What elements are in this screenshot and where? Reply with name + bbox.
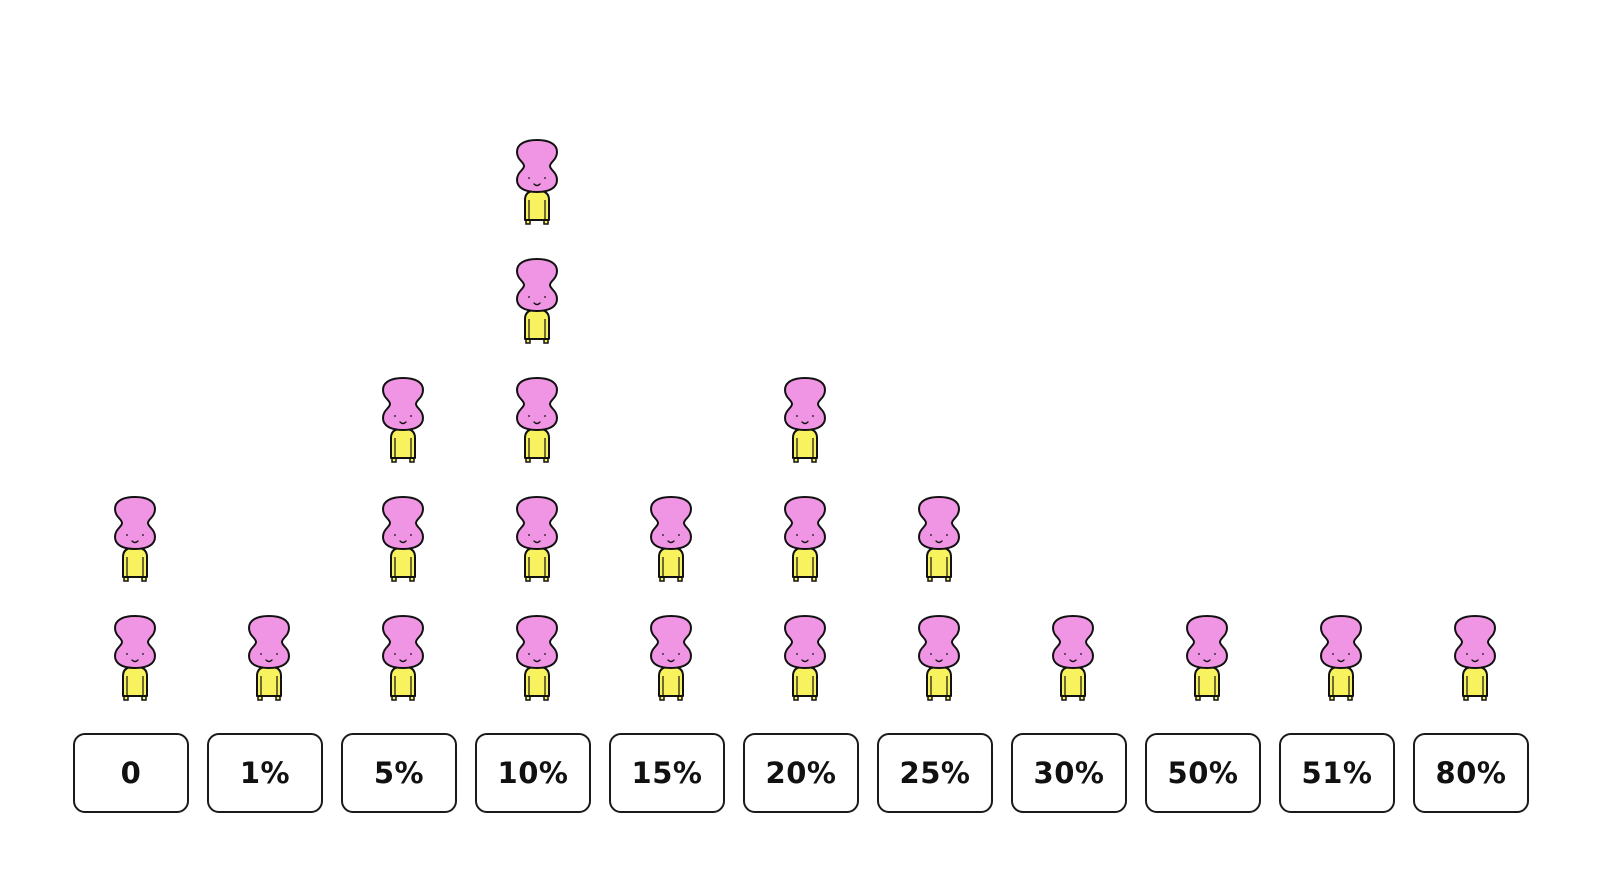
category-label: 5% — [373, 756, 425, 790]
category-label: 15% — [631, 756, 703, 790]
person-icon — [516, 615, 558, 701]
person-icon — [1320, 615, 1362, 701]
person-icon — [918, 615, 960, 701]
person-icon — [382, 615, 424, 701]
person-icon — [248, 615, 290, 701]
category-label: 51% — [1301, 756, 1373, 790]
category-label: 80% — [1435, 756, 1507, 790]
person-icon — [918, 496, 960, 582]
category-box: 10% — [475, 733, 591, 813]
category-box: 15% — [609, 733, 725, 813]
category-label: 25% — [899, 756, 971, 790]
category-label: 0 — [120, 756, 142, 790]
person-icon — [114, 615, 156, 701]
person-icon — [114, 496, 156, 582]
person-icon — [1186, 615, 1228, 701]
category-label: 20% — [765, 756, 837, 790]
category-box: 51% — [1279, 733, 1395, 813]
person-icon — [650, 615, 692, 701]
category-box: 30% — [1011, 733, 1127, 813]
category-box: 25% — [877, 733, 993, 813]
category-label: 50% — [1167, 756, 1239, 790]
person-icon — [784, 377, 826, 463]
category-box: 20% — [743, 733, 859, 813]
person-icon — [382, 377, 424, 463]
person-icon — [382, 496, 424, 582]
person-icon — [1052, 615, 1094, 701]
person-icon — [784, 615, 826, 701]
person-icon — [516, 258, 558, 344]
category-box: 50% — [1145, 733, 1261, 813]
category-label: 10% — [497, 756, 569, 790]
person-icon — [784, 496, 826, 582]
person-icon — [516, 377, 558, 463]
category-box: 1% — [207, 733, 323, 813]
person-icon — [650, 496, 692, 582]
category-box: 5% — [341, 733, 457, 813]
person-icon — [516, 139, 558, 225]
category-box: 80% — [1413, 733, 1529, 813]
category-label: 30% — [1033, 756, 1105, 790]
category-box: 0 — [73, 733, 189, 813]
category-label: 1% — [239, 756, 291, 790]
person-icon — [516, 496, 558, 582]
person-icon — [1454, 615, 1496, 701]
